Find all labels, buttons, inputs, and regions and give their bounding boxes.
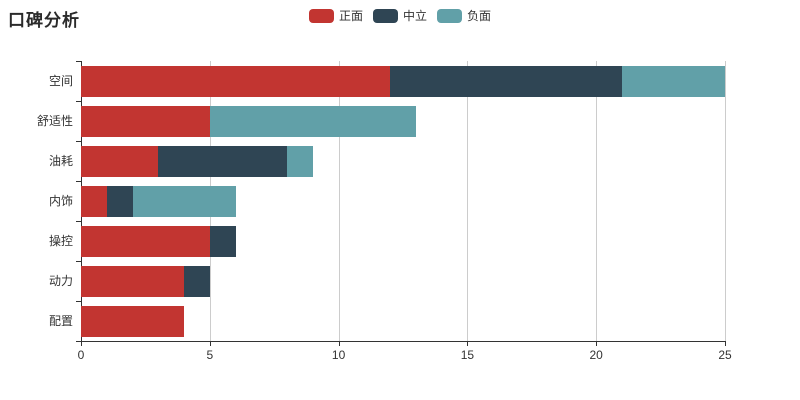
legend-swatch xyxy=(437,8,462,23)
gridline xyxy=(338,61,340,341)
x-axis-tick xyxy=(467,341,469,346)
x-axis-tick xyxy=(725,341,726,346)
bar-segment[interactable] xyxy=(81,185,107,217)
y-axis-tick xyxy=(76,61,81,62)
bar-segment[interactable] xyxy=(81,225,210,257)
bar-segment[interactable] xyxy=(390,65,622,97)
bar-segment[interactable] xyxy=(621,65,725,97)
x-axis-label: 20 xyxy=(589,348,603,362)
legend-label: 中立 xyxy=(402,9,427,23)
y-axis-tick xyxy=(76,301,81,302)
bar-segment[interactable] xyxy=(81,145,159,177)
legend-swatch xyxy=(308,8,334,23)
legend-swatch xyxy=(372,8,398,23)
y-axis-tick xyxy=(76,221,81,222)
x-axis-tick xyxy=(338,341,340,346)
x-axis-tick xyxy=(81,341,82,346)
bar-segment[interactable] xyxy=(81,305,185,337)
bar-segment[interactable] xyxy=(106,185,133,217)
bar-segment[interactable] xyxy=(209,105,416,137)
y-axis-tick xyxy=(76,141,81,142)
gridline xyxy=(725,61,726,341)
legend-item[interactable]: 正面 xyxy=(308,7,363,24)
x-axis-label: 10 xyxy=(331,348,346,362)
bar-segment[interactable] xyxy=(81,265,185,297)
legend-label: 负面 xyxy=(467,9,492,23)
legend-item[interactable]: 负面 xyxy=(437,7,491,24)
x-axis-tick xyxy=(596,341,598,346)
x-axis-label: 25 xyxy=(718,348,732,362)
legend: 正面 中立 负面 xyxy=(0,7,800,24)
x-axis-label: 15 xyxy=(460,348,475,362)
gridline xyxy=(596,61,598,341)
chart-title: 口碑分析 xyxy=(8,11,80,30)
x-axis-tick xyxy=(209,341,211,346)
bar-segment[interactable] xyxy=(81,65,391,97)
y-axis-label: 油耗 xyxy=(48,154,73,168)
y-axis-label: 空间 xyxy=(48,74,73,88)
bar-segment[interactable] xyxy=(184,265,210,297)
y-axis-tick xyxy=(76,101,81,102)
bar-segment[interactable] xyxy=(132,185,236,217)
y-axis-label: 配置 xyxy=(48,314,73,328)
x-axis-label: 5 xyxy=(206,348,214,362)
bar-segment[interactable] xyxy=(81,105,210,137)
bar-segment[interactable] xyxy=(209,225,236,257)
y-axis-label: 内饰 xyxy=(48,194,73,208)
y-axis-label: 动力 xyxy=(48,274,73,288)
y-axis-label: 舒适性 xyxy=(36,114,73,128)
gridline xyxy=(467,61,469,341)
legend-label: 正面 xyxy=(338,9,363,23)
x-axis-line xyxy=(81,341,726,342)
y-axis-label: 操控 xyxy=(48,234,73,248)
legend-item[interactable]: 中立 xyxy=(372,7,427,24)
x-axis-label: 0 xyxy=(77,348,85,362)
y-axis-tick xyxy=(76,181,81,182)
y-axis-tick xyxy=(76,341,81,342)
y-axis-tick xyxy=(76,261,81,262)
bar-segment[interactable] xyxy=(287,145,313,177)
bar-segment[interactable] xyxy=(158,145,288,177)
